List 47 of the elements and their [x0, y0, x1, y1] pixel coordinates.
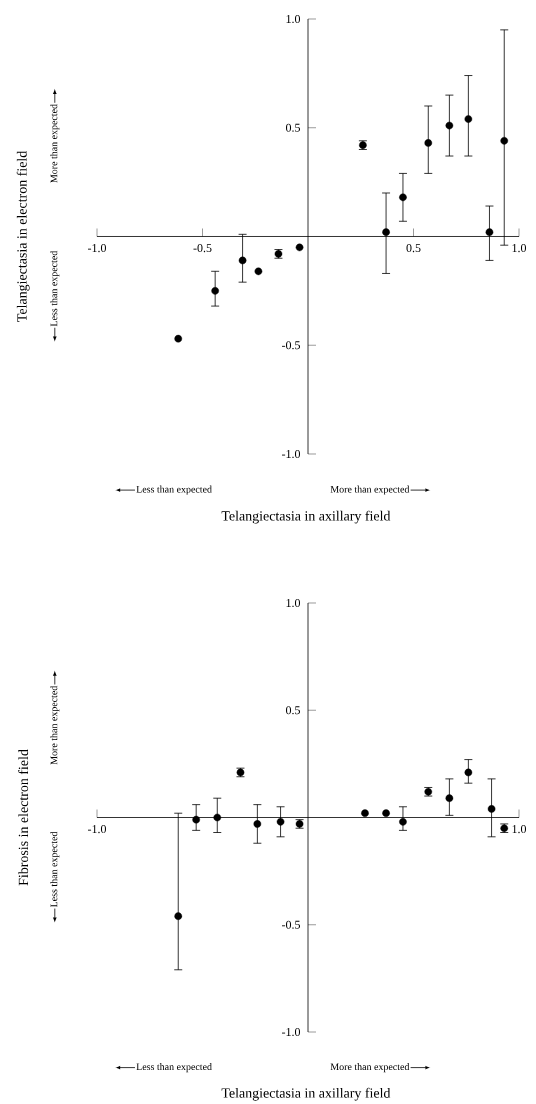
y-tick-label: -1.0 — [281, 1027, 301, 1037]
point — [445, 121, 454, 130]
text: Less than expected — [136, 485, 212, 495]
point — [445, 794, 454, 802]
point — [174, 334, 183, 343]
x-axis-title: Telangiectasia in axillary field — [221, 510, 391, 524]
point — [211, 287, 219, 295]
text: Less than expected — [50, 831, 60, 908]
y-axis-title: Fibrosis in electron field — [18, 749, 29, 886]
point — [382, 809, 390, 818]
y-axis-title: Telangiectasia in electron field — [16, 150, 30, 322]
x-tick-label: 1.0 — [512, 244, 527, 253]
point — [276, 817, 285, 826]
x-axis-title: Telangiectasia in axillary field — [221, 1087, 391, 1101]
point — [174, 912, 183, 920]
point — [464, 768, 473, 777]
text: More than expected — [50, 685, 60, 765]
x-tick-label: -1.0 — [87, 244, 106, 253]
x-tick-label: 0.5 — [406, 244, 421, 253]
text: Less than expected — [136, 1063, 212, 1073]
y-tick-label: -0.5 — [281, 920, 301, 929]
point — [213, 813, 222, 822]
text: More than expected — [330, 485, 410, 495]
point — [500, 136, 509, 145]
point — [361, 809, 369, 818]
point — [464, 115, 473, 123]
point — [399, 817, 407, 826]
text: More than expected — [330, 1063, 410, 1073]
point — [295, 243, 304, 252]
point — [192, 815, 200, 824]
y-tick-label: 0.5 — [285, 123, 301, 132]
y-tick-label: 1.0 — [286, 14, 301, 24]
point — [382, 228, 390, 236]
y-tick-label: -1.0 — [281, 449, 301, 459]
point — [254, 267, 263, 276]
point — [399, 193, 407, 202]
point — [253, 820, 262, 828]
text: Less than expected — [50, 250, 60, 327]
point — [487, 805, 496, 813]
y-tick-label: 1.0 — [286, 598, 301, 608]
y-tick-label: 0.5 — [285, 706, 301, 715]
point — [238, 256, 247, 265]
x-tick-label: -0.5 — [193, 244, 212, 253]
text: More than expected — [50, 104, 60, 183]
point — [485, 228, 494, 236]
y-tick-label: -0.5 — [281, 341, 301, 350]
point — [424, 139, 433, 147]
